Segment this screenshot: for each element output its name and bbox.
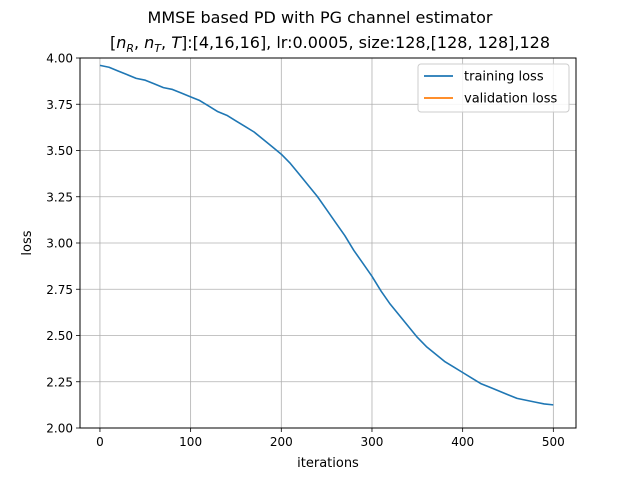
legend-label-0: training loss	[464, 70, 544, 85]
x-axis-label: iterations	[297, 456, 359, 471]
y-tick-label: 3.00	[46, 237, 73, 251]
subtitle-sub-t: T	[154, 42, 162, 55]
x-tick-label: 400	[451, 435, 474, 449]
subtitle-sep: ,	[134, 33, 144, 52]
y-tick-label: 3.75	[46, 98, 73, 112]
subtitle-rest: :[4,16,16], lr:0.0005, size:128,[128, 12…	[187, 33, 550, 52]
legend: training loss validation loss	[417, 63, 570, 113]
subtitle-n-r: n	[116, 33, 126, 52]
y-axis-label: loss	[20, 230, 35, 255]
series-layer	[99, 64, 554, 406]
y-tick-label: 4.00	[46, 52, 73, 66]
y-tick-label: 3.25	[46, 190, 73, 204]
y-axis: 2.00 2.25 2.50 2.75 3.00 3.25 3.50 3.75 4.00	[46, 52, 80, 436]
y-tick-label: 2.50	[46, 329, 73, 343]
y-tick-label: 2.75	[46, 283, 73, 297]
y-tick-label: 2.25	[46, 375, 73, 389]
x-axis: 0 100 200 300 400 500	[96, 428, 565, 449]
y-tick-label: 3.50	[46, 144, 73, 158]
y-tick-label: 2.00	[46, 422, 73, 436]
chart-title: MMSE based PD with PG channel estimator	[148, 8, 493, 27]
series-line-0	[99, 64, 554, 406]
x-tick-label: 0	[96, 435, 104, 449]
subtitle-sep-2: ,	[161, 33, 171, 52]
legend-label-1: validation loss	[464, 92, 557, 107]
subtitle-t: T	[171, 33, 182, 52]
x-tick-label: 100	[179, 435, 202, 449]
subtitle-sub-r: R	[126, 42, 134, 55]
x-tick-label: 300	[361, 435, 384, 449]
legend-box	[417, 63, 570, 113]
x-tick-label: 500	[542, 435, 565, 449]
subtitle-n-t: n	[144, 33, 154, 52]
chart-subtitle: [nR, nT, T]:[4,16,16], lr:0.0005, size:1…	[110, 33, 550, 55]
x-tick-label: 200	[270, 435, 293, 449]
